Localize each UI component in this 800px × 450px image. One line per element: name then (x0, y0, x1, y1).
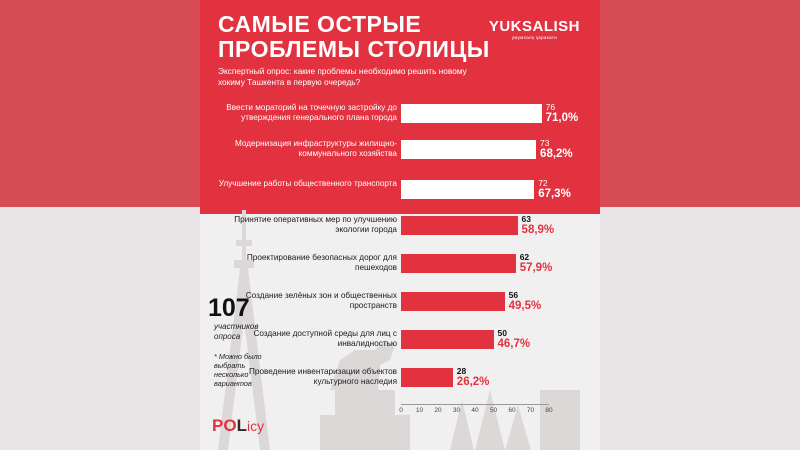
value-label: 76 (545, 102, 556, 112)
x-tick-label: 80 (545, 407, 553, 414)
bar (401, 330, 494, 349)
bar (401, 368, 453, 387)
category-label: Проектирование безопасных дорог для пеше… (246, 253, 397, 272)
category-label: Принятие оперативных мер по улучшению эк… (234, 215, 397, 234)
percent-label: 71,0% (545, 112, 579, 124)
subtitle: Экспертный опрос: какие проблемы необход… (218, 66, 467, 87)
x-tick-label: 50 (489, 407, 498, 414)
bar (401, 140, 537, 159)
x-tick-label: 10 (415, 407, 424, 414)
value-label: 63 (521, 214, 532, 224)
category-label: Создание зелёных зон и общественных прос… (245, 291, 397, 310)
policy-logo-part1: PO (212, 416, 237, 435)
x-axis-line (401, 404, 549, 405)
percent-label: 46,7% (497, 338, 531, 350)
percent-label: 57,9% (519, 262, 553, 274)
policy-logo-part2: L (236, 416, 247, 435)
value-label: 62 (519, 252, 530, 262)
policy-logo-part3: icy (246, 418, 265, 434)
category-label: Проведение инвентаризации объектов культ… (249, 367, 397, 386)
background-right (600, 0, 800, 450)
bar (401, 104, 542, 123)
city-skyline-illustration (218, 210, 580, 450)
percent-label: 58,9% (521, 224, 555, 236)
bar (401, 292, 505, 311)
x-tick-label: 40 (471, 407, 479, 414)
participants-count: 107 (208, 294, 250, 322)
title-line-1: САМЫЕ ОСТРЫЕ (218, 11, 422, 37)
participants-label: участников опроса (214, 322, 259, 341)
value-label: 56 (508, 290, 519, 300)
bar (401, 254, 516, 273)
percent-label: 49,5% (508, 300, 542, 312)
value-label: 50 (497, 328, 507, 338)
infographic-poster: САМЫЕ ОСТРЫЕ ПРОБЛЕМЫ СТОЛИЦЫ Экспертный… (200, 0, 600, 450)
logo-text: YUKSALISH (488, 18, 580, 35)
x-tick-label: 30 (452, 407, 461, 414)
category-label: Ввести мораторий на точечную застройку д… (226, 103, 397, 122)
bar (401, 180, 535, 199)
x-tick-label: 70 (526, 407, 535, 414)
value-label: 28 (456, 366, 467, 376)
percent-label: 67,3% (538, 188, 571, 200)
logo-subtext: умумхалқ ҳаракати (511, 35, 557, 40)
policy-logo: POLicy (212, 416, 264, 436)
percent-label: 68,2% (540, 148, 573, 160)
x-tick-label: 60 (508, 407, 516, 414)
category-label: Модернизация инфраструктуры жилищно-комм… (234, 139, 397, 158)
category-label: Создание доступной среды для лиц с инвал… (253, 329, 397, 348)
yuksalish-logo: YUKSALISH умумхалқ ҳаракати (489, 18, 580, 40)
background-left (0, 0, 200, 450)
value-label: 73 (540, 138, 550, 148)
multiple-choice-note: * Можно было выбрать несколько вариантов (214, 352, 262, 388)
bar (401, 216, 518, 235)
x-tick-label: 20 (434, 407, 442, 414)
category-label: Улучшение работы общественного транспорт… (218, 179, 397, 188)
value-label: 72 (538, 178, 548, 188)
x-tick-label: 0 (399, 407, 403, 414)
percent-label: 26,2% (456, 376, 490, 388)
title-line-2: ПРОБЛЕМЫ СТОЛИЦЫ (218, 36, 490, 62)
